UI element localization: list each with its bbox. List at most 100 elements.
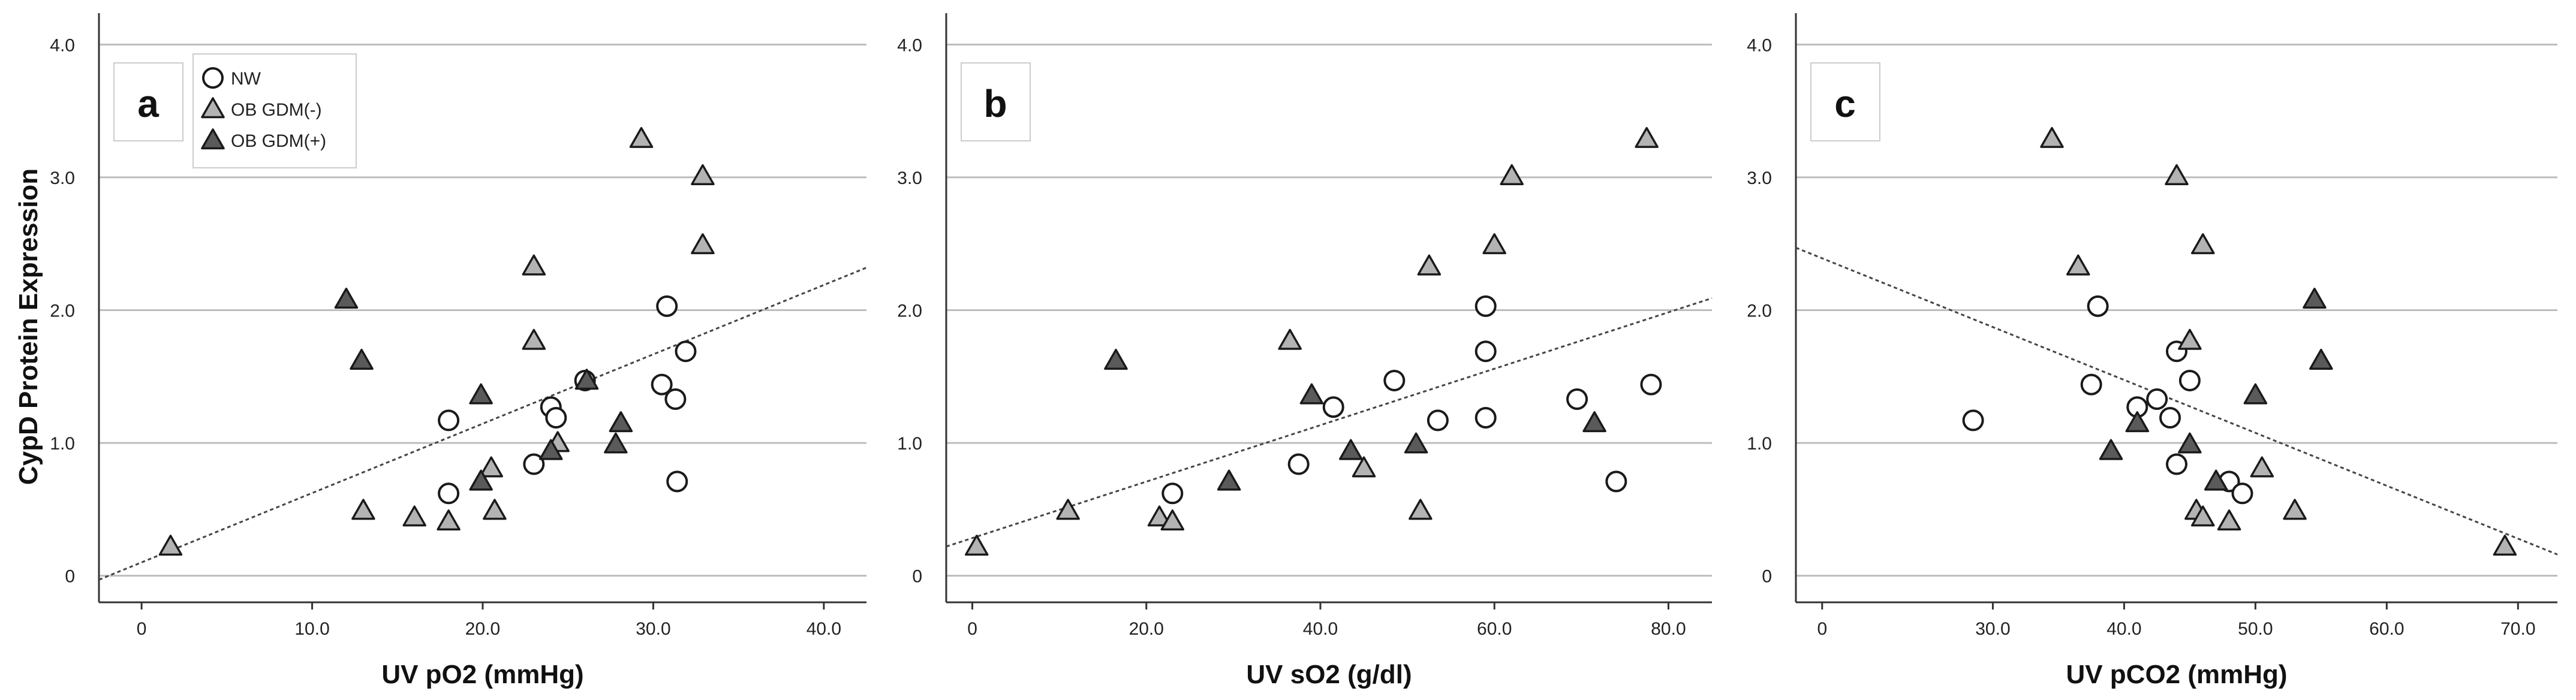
data-point <box>469 469 493 491</box>
legend-label: NW <box>231 69 261 89</box>
data-point <box>522 328 546 350</box>
data-point <box>1482 233 1506 255</box>
fit-line <box>1795 246 2558 556</box>
data-point <box>1383 369 1406 391</box>
x-tick-label: 50.0 <box>2238 619 2273 639</box>
x-tick-label: 40.0 <box>806 619 841 639</box>
data-point <box>2178 432 2202 454</box>
series-ob-gdm- <box>158 126 715 556</box>
data-point <box>1582 411 1606 433</box>
data-point <box>629 126 654 148</box>
data-point <box>675 340 697 363</box>
x-tick-label: 80.0 <box>1651 619 1686 639</box>
data-point <box>545 406 567 429</box>
legend-marker-triangle-dark <box>201 128 225 150</box>
data-point <box>664 388 687 410</box>
data-point <box>1104 348 1128 370</box>
data-point <box>609 411 633 433</box>
x-tick-label: 10.0 <box>294 619 329 639</box>
data-point <box>469 383 493 405</box>
data-point <box>1474 406 1497 429</box>
data-point <box>483 499 507 520</box>
panel-a: 0 1.0 2.0 3.0 4.0 0 10.0 20.0 30.0 40.0 UV pO2 (mm… <box>50 13 867 689</box>
data-point <box>2159 406 2181 429</box>
data-point <box>1056 499 1080 520</box>
x-tick-label: 30.0 <box>636 619 670 639</box>
y-tick-label: 3.0 <box>897 168 922 188</box>
panel-label: b <box>983 82 1007 125</box>
data-point <box>691 164 715 185</box>
panel-label-box <box>1810 62 1880 141</box>
panel-label-box <box>113 62 183 141</box>
data-point <box>1339 439 1363 460</box>
y-tick-label: 3.0 <box>50 168 75 188</box>
data-point <box>479 456 503 478</box>
legend: NW OB GDM(-) OB GDM(+) <box>192 53 357 168</box>
data-point <box>438 409 460 432</box>
series-nw <box>1962 295 2253 505</box>
series-ob-gdm- <box>1104 348 1606 491</box>
x-axis-label: UV sO2 (g/dl) <box>1246 660 1412 689</box>
data-point <box>1299 383 1324 405</box>
x-tick-label: 40.0 <box>1303 619 1338 639</box>
panel-label: a <box>137 82 159 125</box>
data-point <box>437 509 461 531</box>
data-point <box>334 288 359 309</box>
data-point <box>2166 453 2187 475</box>
legend-label: OB GDM(-) <box>231 100 322 120</box>
panel-label: c <box>1834 82 1856 125</box>
data-point <box>2217 509 2241 531</box>
data-point <box>539 439 563 460</box>
data-point <box>2087 295 2109 317</box>
data-point <box>1352 456 1376 478</box>
data-point <box>2178 369 2201 391</box>
data-point <box>2204 469 2228 491</box>
x-tick-label: 0 <box>967 619 977 639</box>
data-point <box>2191 505 2215 527</box>
data-point <box>1605 470 1627 493</box>
data-point <box>2125 411 2150 433</box>
fit-line <box>98 267 867 581</box>
panel-label-box <box>961 62 1031 141</box>
y-tick-label: 2.0 <box>1747 301 1772 321</box>
data-point <box>1322 396 1344 418</box>
data-point <box>2040 126 2064 148</box>
y-tick-label: 1.0 <box>897 434 922 454</box>
data-point <box>1161 482 1184 505</box>
data-point <box>2309 348 2333 370</box>
data-point <box>438 482 460 505</box>
legend-marker-triangle-light <box>201 97 225 119</box>
series-ob-gdm- <box>965 126 1659 556</box>
x-tick-label: 70.0 <box>2500 619 2535 639</box>
y-tick-label: 0 <box>912 567 922 587</box>
series-ob-gdm- <box>334 288 633 491</box>
data-point <box>2146 388 2168 410</box>
data-point <box>351 499 375 520</box>
data-point <box>1474 295 1497 317</box>
legend-label: OB GDM(+) <box>231 131 326 151</box>
data-point <box>2283 499 2307 520</box>
data-point <box>2250 456 2274 478</box>
data-point <box>666 470 688 493</box>
y-tick-label: 0 <box>1762 567 1772 587</box>
data-point <box>2191 233 2215 255</box>
y-tick-label: 2.0 <box>50 301 75 321</box>
data-point <box>158 535 183 556</box>
data-point <box>522 254 546 276</box>
y-axis-label: CypD Protein Expression <box>14 168 43 485</box>
y-tick-label: 4.0 <box>1747 35 1772 55</box>
y-tick-label: 4.0 <box>50 35 75 55</box>
data-point <box>1409 499 1433 520</box>
y-tick-label: 1.0 <box>50 434 75 454</box>
data-point <box>1474 340 1497 363</box>
series-ob-gdm- <box>2040 126 2517 556</box>
data-point <box>1427 409 1449 432</box>
data-point <box>2243 383 2268 405</box>
data-point <box>2231 482 2253 505</box>
x-tick-label: 20.0 <box>465 619 500 639</box>
y-tick-label: 4.0 <box>897 35 922 55</box>
data-point <box>1217 469 1241 491</box>
data-point <box>2165 164 2189 185</box>
series-nw <box>438 295 697 505</box>
